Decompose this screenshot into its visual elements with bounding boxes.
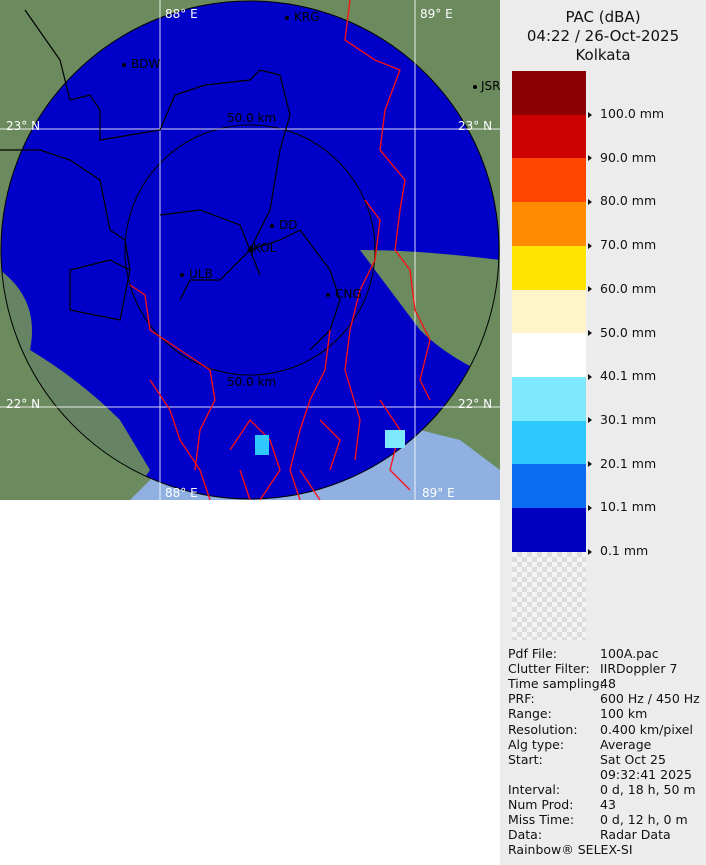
info-key: Resolution: <box>508 721 578 737</box>
info-row: Start: Sat Oct 25 <box>508 752 666 767</box>
info-row: Clutter Filter: IIRDoppler 7 <box>508 661 677 676</box>
info-row: Time sampling:48 <box>508 676 616 691</box>
product-title: PAC (dBA) <box>565 8 641 26</box>
site-name: Kolkata <box>575 46 631 64</box>
legend-swatch <box>512 376 586 421</box>
lon-label: 88° E <box>165 7 198 21</box>
legend-swatch <box>512 333 586 378</box>
city-label: BDW <box>131 57 160 71</box>
graticule-labels: 88° E 89° E 88° E 89° E 23° N 23° N 22° … <box>6 7 492 500</box>
clutter-region <box>0 270 150 500</box>
info-row: Resolution: 0.400 km/pixel <box>508 722 693 737</box>
lat-label: 22° N <box>458 397 492 411</box>
lat-label: 23° N <box>6 119 40 133</box>
legend-label: 10.1 mm <box>588 499 656 514</box>
city-label: CNG <box>335 287 362 301</box>
info-key: PRF: <box>508 691 535 707</box>
info-key: Alg type: <box>508 736 565 752</box>
legend-label: 80.0 mm <box>588 193 656 208</box>
info-row: 09:32:41 2025 <box>508 767 692 782</box>
city-label: DD <box>279 218 297 232</box>
legend-label: 90.0 mm <box>588 150 656 165</box>
info-value: 100A.pac <box>600 646 659 661</box>
info-value: Radar Data <box>600 827 671 843</box>
info-key: Range: <box>508 706 552 722</box>
echo-cell <box>385 430 405 448</box>
legend-label: 70.0 mm <box>588 237 656 252</box>
info-row: Interval: 0 d, 18 h, 50 m <box>508 782 696 797</box>
info-value: 43 <box>600 797 616 812</box>
info-value: 100 km <box>600 706 648 722</box>
info-value: 600 Hz / 450 Hz <box>600 691 700 707</box>
city-label: KOL <box>253 241 277 255</box>
legend-swatch <box>512 508 586 552</box>
coastline-rivers <box>129 0 431 500</box>
info-row: Data: Radar Data <box>508 827 671 842</box>
graticule <box>0 0 500 500</box>
info-value: Sat Oct 25 <box>600 751 666 767</box>
info-key: Miss Time: <box>508 812 575 828</box>
lon-label: 89° E <box>420 7 453 21</box>
legend-label: 30.1 mm <box>588 412 656 427</box>
info-value: 48 <box>600 676 616 692</box>
city-label: JSR <box>480 79 500 93</box>
info-value: 0 d, 18 h, 50 m <box>600 781 696 797</box>
lon-label: 88° E <box>165 486 198 500</box>
range-label: 50.0 km <box>227 375 276 389</box>
info-value: 0 d, 12 h, 0 m <box>600 812 688 828</box>
clutter-region <box>360 250 500 380</box>
range-ring-50km <box>124 124 376 376</box>
info-key: Clutter Filter: <box>508 661 590 677</box>
legend-label: 100.0 mm <box>588 106 664 121</box>
info-row: Range: 100 km <box>508 706 647 721</box>
info-value: 0.400 km/pixel <box>600 721 693 737</box>
info-key: Data: <box>508 827 543 843</box>
city-label: KRG <box>294 10 320 24</box>
legend-swatch <box>512 114 586 159</box>
legend-swatch <box>512 289 586 334</box>
radar-map[interactable]: 88° E 89° E 88° E 89° E 23° N 23° N 22° … <box>0 0 500 500</box>
district-borders <box>0 9 341 351</box>
legend-swatch <box>512 71 586 115</box>
info-value: 09:32:41 2025 <box>600 766 692 782</box>
info-value: Average <box>600 736 652 752</box>
info-key: Interval: <box>508 781 561 797</box>
info-row: Num Prod: 43 <box>508 797 616 812</box>
product-datetime: 04:22 / 26-Oct-2025 <box>526 27 680 45</box>
legend-label: 40.1 mm <box>588 368 656 383</box>
info-row: Pdf File: 100A.pac <box>508 646 659 661</box>
info-key: Pdf File: <box>508 646 557 661</box>
info-row: PRF: 600 Hz / 450 Hz <box>508 691 700 706</box>
legend-panel: PAC (dBA) 04:22 / 26-Oct-2025 Kolkata 10… <box>500 0 706 865</box>
legend-swatch <box>512 245 586 290</box>
lat-label: 22° N <box>6 397 40 411</box>
city-label: ULB <box>189 267 213 281</box>
legend-swatch <box>512 202 586 247</box>
legend-label: 50.0 mm <box>588 325 656 340</box>
echo-cell <box>255 435 269 455</box>
no-data-swatch <box>512 552 586 640</box>
legend-label: 20.1 mm <box>588 456 656 471</box>
legend-swatch <box>512 464 586 509</box>
info-row: Alg type: Average <box>508 737 651 752</box>
info-key: Start: <box>508 751 543 767</box>
footer-credit: Rainbow® SELEX-SI <box>508 842 633 857</box>
lat-label: 23° N <box>458 119 492 133</box>
info-key: Num Prod: <box>508 797 574 812</box>
range-label: 50.0 km <box>227 111 276 125</box>
lon-label: 89° E <box>422 486 455 500</box>
legend-label: 0.1 mm <box>588 543 648 558</box>
legend-swatch <box>512 158 586 203</box>
info-key: Time sampling: <box>508 676 604 692</box>
info-value: IIRDoppler 7 <box>600 661 678 677</box>
legend-swatch <box>512 420 586 465</box>
legend-label: 60.0 mm <box>588 281 656 296</box>
info-row: Miss Time: 0 d, 12 h, 0 m <box>508 812 688 827</box>
